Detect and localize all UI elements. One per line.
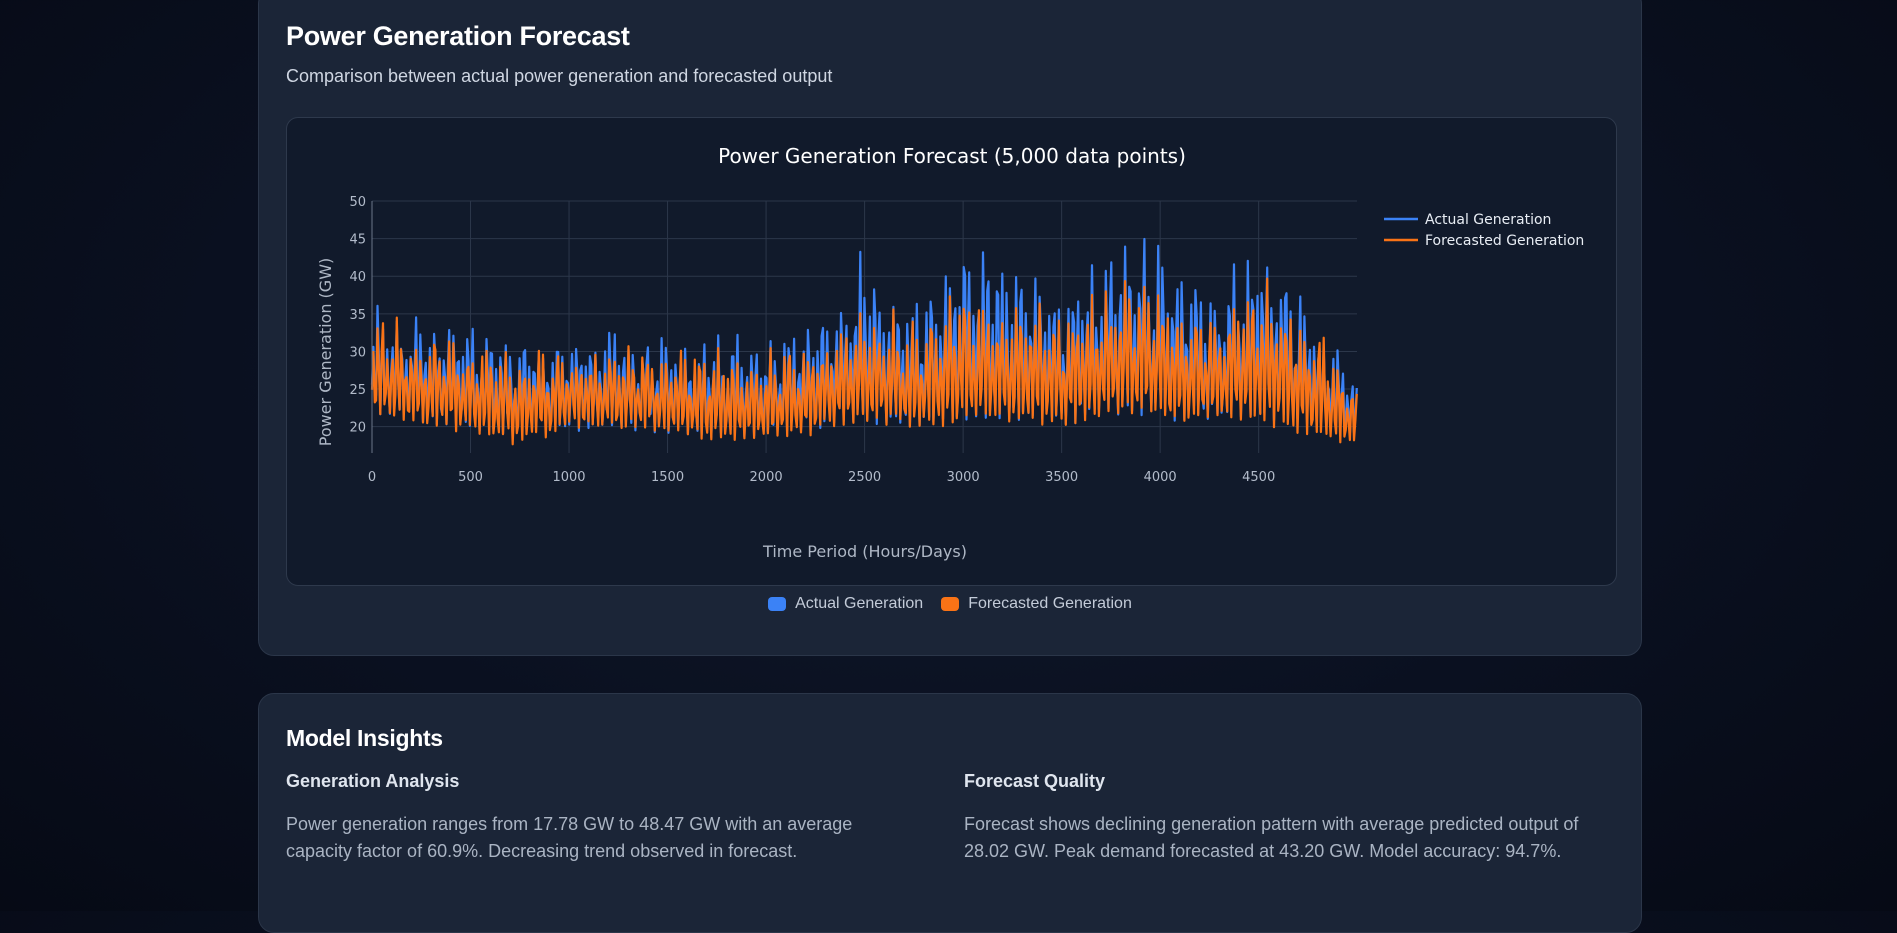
forecast-quality-heading: Forecast Quality xyxy=(964,771,1106,791)
series-line-1 xyxy=(370,277,1358,446)
x-tick-label: 4500 xyxy=(1242,470,1275,485)
x-axis-label: Time Period (Hours/Days) xyxy=(762,542,967,561)
x-tick-label: 2500 xyxy=(848,470,881,485)
y-tick-label: 45 xyxy=(349,233,366,248)
x-tick-label: 1000 xyxy=(552,470,585,485)
y-tick-label: 20 xyxy=(349,421,366,436)
chart-series-layer xyxy=(370,237,1358,446)
forecast-card-title: Power Generation Forecast xyxy=(286,21,630,51)
y-axis-label: Power Generation (GW) xyxy=(316,258,335,447)
bottom-legend-label-forecast: Forecasted Generation xyxy=(968,595,1132,612)
bottom-legend-label-actual: Actual Generation xyxy=(795,595,924,612)
bottom-legend-item-forecast[interactable]: Forecasted Generation xyxy=(941,595,1132,613)
y-tick-label: 35 xyxy=(349,308,366,323)
x-tick-label: 4000 xyxy=(1144,470,1177,485)
y-tick-label: 50 xyxy=(349,195,366,210)
insights-card: Model Insights Generation Analysis Power… xyxy=(258,693,1642,933)
generation-analysis-heading: Generation Analysis xyxy=(286,771,460,791)
forecast-quality-text: Forecast shows declining generation patt… xyxy=(964,814,1579,861)
bottom-legend: Actual Generation Forecasted Generation xyxy=(259,595,1641,613)
chart-title: Power Generation Forecast (5,000 data po… xyxy=(718,144,1186,168)
forecast-card: Power Generation Forecast Comparison bet… xyxy=(258,0,1642,656)
x-tick-label: 1500 xyxy=(651,470,684,485)
x-tick-label: 500 xyxy=(458,470,483,485)
bottom-legend-item-actual[interactable]: Actual Generation xyxy=(768,595,923,613)
insights-card-title: Model Insights xyxy=(286,725,443,751)
generation-analysis-text: Power generation ranges from 17.78 GW to… xyxy=(286,814,853,861)
chart-container[interactable]: Power Generation Forecast (5,000 data po… xyxy=(286,117,1617,586)
legend-label[interactable]: Actual Generation xyxy=(1425,212,1551,228)
forecast-quality: Forecast Quality Forecast shows declinin… xyxy=(964,771,1614,865)
forecast-card-subtitle: Comparison between actual power generati… xyxy=(286,66,833,86)
generation-analysis: Generation Analysis Power generation ran… xyxy=(286,771,886,865)
chart-axes: 0 500 1000 1500 2000 2500 3000 3500 4000 4500 20 25… xyxy=(349,195,1275,485)
actual-swatch-icon xyxy=(768,597,787,611)
forecast-swatch-icon xyxy=(941,597,960,611)
y-tick-label: 30 xyxy=(349,345,366,360)
x-tick-label: 3500 xyxy=(1045,470,1078,485)
x-tick-label: 0 xyxy=(368,470,376,485)
y-tick-label: 40 xyxy=(349,270,366,285)
y-tick-label: 25 xyxy=(349,383,366,398)
x-tick-label: 3000 xyxy=(947,470,980,485)
legend-label[interactable]: Forecasted Generation xyxy=(1425,233,1584,249)
x-tick-label: 2000 xyxy=(750,470,783,485)
forecast-line-chart[interactable]: Power Generation Forecast (5,000 data po… xyxy=(287,118,1617,586)
chart-legend[interactable]: Actual Generation Forecasted Generation xyxy=(1384,212,1584,249)
